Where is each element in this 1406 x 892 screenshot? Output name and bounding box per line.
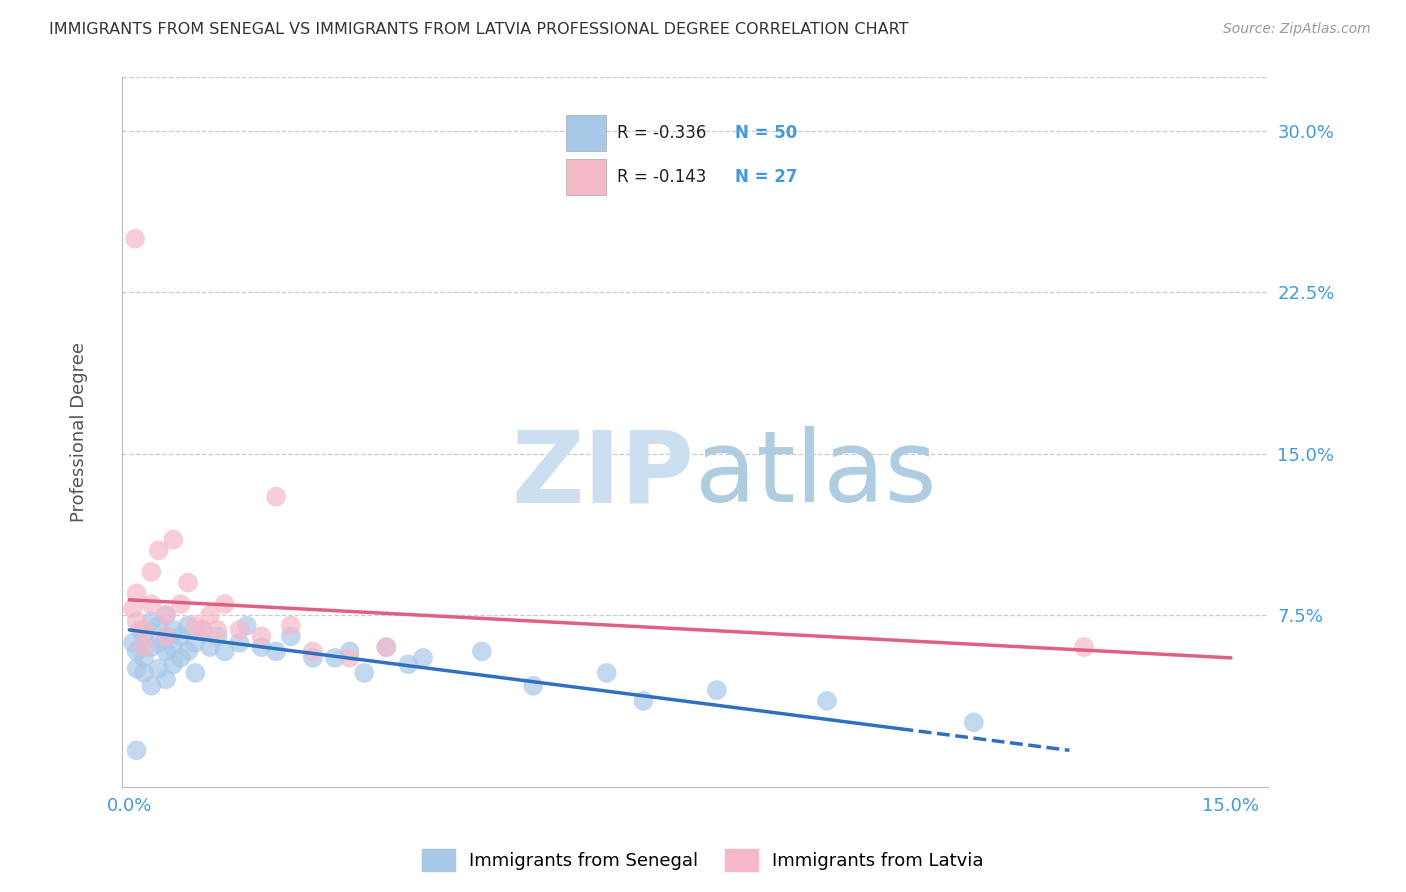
Text: ZIP: ZIP <box>512 426 695 524</box>
Point <box>132 640 155 654</box>
Point <box>815 694 838 708</box>
Point <box>228 623 250 637</box>
Point <box>250 640 273 654</box>
Point <box>177 575 200 590</box>
Point <box>170 597 193 611</box>
Point <box>375 640 398 654</box>
Point <box>162 657 184 672</box>
Point <box>125 743 148 757</box>
Point <box>353 665 375 680</box>
Point <box>471 644 494 658</box>
Point <box>236 618 259 632</box>
Point <box>396 657 419 672</box>
Point <box>177 618 200 632</box>
Point <box>125 662 148 676</box>
Point <box>170 651 193 665</box>
Point <box>125 644 148 658</box>
Point <box>323 651 346 665</box>
Point <box>280 618 302 632</box>
Point <box>122 601 145 615</box>
Point <box>132 629 155 643</box>
Point <box>214 644 236 658</box>
Point <box>250 629 273 643</box>
Point <box>148 618 170 632</box>
Point <box>124 232 146 246</box>
Point <box>125 586 148 600</box>
Point <box>141 565 163 579</box>
Point <box>155 673 177 687</box>
Point <box>132 651 155 665</box>
Point <box>191 623 214 637</box>
Point <box>339 651 361 665</box>
Point <box>162 623 184 637</box>
Point <box>264 490 287 504</box>
Point <box>184 618 207 632</box>
Point <box>141 597 163 611</box>
Point <box>155 607 177 622</box>
Point <box>706 683 728 698</box>
Point <box>141 615 163 629</box>
Point <box>633 694 655 708</box>
Point <box>214 597 236 611</box>
Point <box>155 629 177 643</box>
Point <box>125 615 148 629</box>
Text: Source: ZipAtlas.com: Source: ZipAtlas.com <box>1223 22 1371 37</box>
Point <box>148 636 170 650</box>
Point <box>141 679 163 693</box>
Point <box>148 543 170 558</box>
Y-axis label: Professional Degree: Professional Degree <box>69 343 87 522</box>
Point <box>522 679 544 693</box>
Point <box>162 533 184 547</box>
Legend: Immigrants from Senegal, Immigrants from Latvia: Immigrants from Senegal, Immigrants from… <box>415 842 991 879</box>
Point <box>184 665 207 680</box>
Point <box>1073 640 1095 654</box>
Point <box>132 665 155 680</box>
Point <box>132 623 155 637</box>
Point <box>155 629 177 643</box>
Point <box>198 640 221 654</box>
Point <box>122 636 145 650</box>
Point <box>339 644 361 658</box>
Point <box>302 644 325 658</box>
Point <box>198 607 221 622</box>
Point <box>412 651 434 665</box>
Point <box>155 644 177 658</box>
Point <box>170 629 193 643</box>
Point <box>129 623 152 637</box>
Point <box>177 644 200 658</box>
Text: IMMIGRANTS FROM SENEGAL VS IMMIGRANTS FROM LATVIA PROFESSIONAL DEGREE CORRELATIO: IMMIGRANTS FROM SENEGAL VS IMMIGRANTS FR… <box>49 22 908 37</box>
Point <box>375 640 398 654</box>
Point <box>191 623 214 637</box>
Point <box>280 629 302 643</box>
Point <box>228 636 250 650</box>
Point <box>141 640 163 654</box>
Point <box>264 644 287 658</box>
Point <box>148 662 170 676</box>
Point <box>595 665 617 680</box>
Point <box>155 607 177 622</box>
Point <box>207 623 229 637</box>
Point <box>963 715 986 730</box>
Point <box>207 629 229 643</box>
Point <box>162 640 184 654</box>
Point <box>184 636 207 650</box>
Text: atlas: atlas <box>695 426 936 524</box>
Point <box>302 651 325 665</box>
